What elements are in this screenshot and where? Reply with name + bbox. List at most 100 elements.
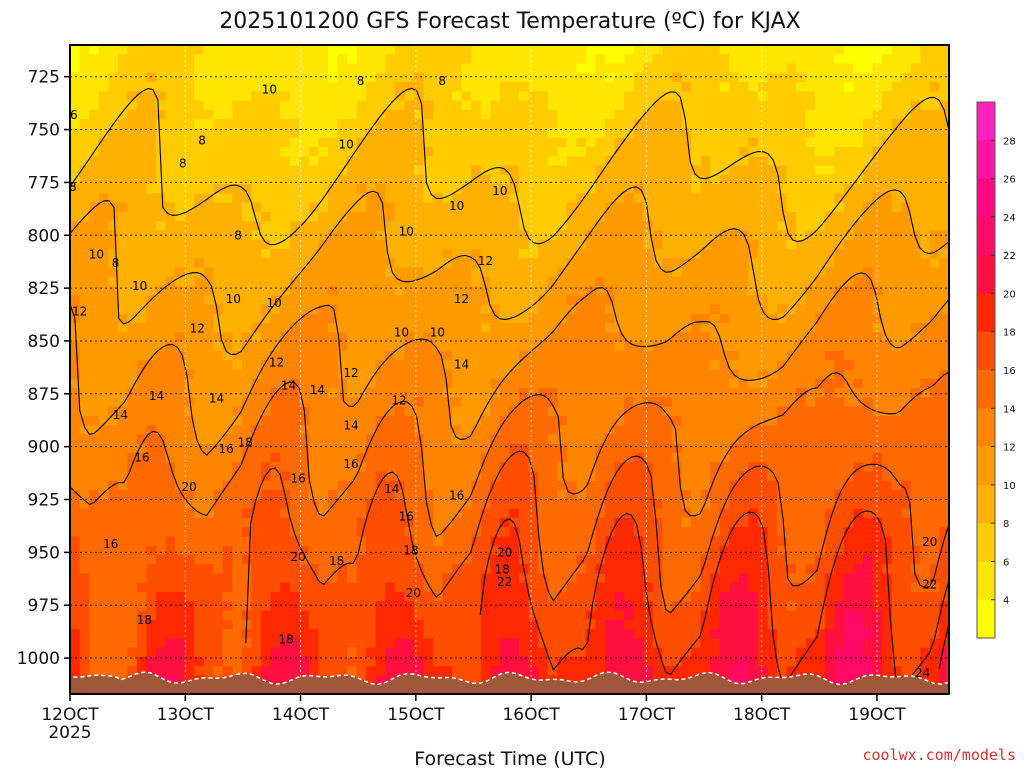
temp-cell: [528, 202, 539, 213]
temp-cell: [691, 174, 702, 185]
temp-cell: [270, 638, 281, 649]
temp-cell: [194, 156, 205, 167]
temp-cell: [270, 286, 281, 296]
temp-cell: [614, 91, 625, 102]
temp-cell: [681, 573, 692, 584]
temp-cell: [337, 147, 348, 157]
temp-cell: [710, 656, 721, 667]
temp-cell: [337, 554, 348, 565]
temp-cell: [719, 369, 730, 380]
temp-cell: [576, 276, 587, 287]
temp-cell: [213, 508, 224, 519]
temp-cell: [117, 119, 128, 130]
temp-cell: [748, 72, 759, 83]
temp-cell: [576, 174, 587, 185]
temp-cell: [423, 128, 434, 139]
temp-cell: [289, 239, 300, 250]
temp-cell: [318, 452, 329, 463]
temp-cell: [576, 592, 587, 602]
temp-cell: [289, 109, 300, 120]
temp-cell: [251, 249, 262, 259]
temp-cell: [662, 304, 673, 315]
temp-cell: [519, 388, 530, 398]
temp-cell: [299, 267, 310, 278]
temp-cell: [89, 165, 100, 176]
temp-cell: [452, 147, 463, 157]
temp-cell: [232, 666, 243, 677]
temp-cell: [156, 434, 167, 445]
temp-cell: [499, 452, 511, 463]
temp-cell: [490, 656, 501, 667]
temp-cell: [213, 601, 224, 612]
temp-cell: [738, 128, 749, 139]
temp-cell: [442, 323, 453, 333]
temp-cell: [585, 499, 597, 510]
temp-cell: [289, 573, 300, 584]
temp-cell: [423, 517, 434, 528]
temp-cell: [557, 119, 568, 130]
temp-cell: [557, 63, 568, 74]
temp-cell: [538, 137, 549, 148]
temp-cell: [671, 276, 683, 287]
temp-cell: [423, 406, 434, 417]
temp-cell: [748, 174, 759, 185]
temp-cell: [442, 119, 453, 130]
temp-cell: [251, 156, 262, 167]
temp-cell: [222, 452, 234, 463]
temp-cell: [490, 452, 501, 463]
temp-cell: [117, 406, 128, 417]
temp-cell: [738, 452, 749, 463]
temp-cell: [184, 443, 195, 454]
temp-cell: [595, 72, 606, 83]
temp-cell: [308, 397, 320, 408]
temp-cell: [461, 100, 472, 111]
temp-cell: [375, 619, 386, 630]
temp-cell: [289, 332, 300, 343]
temp-cell: [738, 341, 749, 352]
temp-cell: [385, 471, 396, 482]
temp-cell: [175, 527, 186, 537]
temp-cell: [136, 517, 148, 528]
temp-cell: [719, 573, 730, 584]
temp-cell: [175, 480, 186, 491]
temp-cell: [146, 638, 157, 649]
temp-cell: [213, 45, 224, 55]
temp-cell: [213, 91, 224, 102]
temp-cell: [414, 45, 425, 55]
temp-cell: [490, 443, 501, 454]
temp-cell: [136, 582, 148, 593]
temp-cell: [452, 313, 463, 324]
temp-cell: [213, 369, 224, 380]
temp-cell: [528, 545, 539, 556]
temp-cell: [337, 656, 348, 667]
temp-cell: [566, 100, 577, 111]
temp-cell: [232, 592, 243, 602]
temp-cell: [117, 304, 128, 315]
temp-cell: [576, 610, 587, 621]
temp-cell: [194, 480, 205, 491]
temp-cell: [328, 332, 339, 343]
temp-cell: [547, 230, 558, 241]
temp-cell: [146, 45, 157, 55]
temp-cell: [710, 100, 721, 111]
temp-cell: [347, 239, 358, 250]
temp-cell: [738, 610, 749, 621]
temp-cell: [318, 415, 329, 426]
temp-cell: [605, 137, 616, 148]
temp-cell: [547, 647, 558, 658]
temp-cell: [414, 434, 425, 445]
temp-cell: [566, 91, 577, 102]
temp-cell: [337, 406, 348, 417]
temp-cell: [452, 137, 463, 148]
temp-cell: [528, 434, 539, 445]
temp-cell: [605, 443, 616, 454]
temp-cell: [576, 462, 587, 473]
temp-cell: [624, 499, 635, 510]
temp-cell: [633, 267, 644, 278]
temp-cell: [108, 156, 119, 167]
temp-cell: [156, 443, 167, 454]
temp-cell: [194, 536, 205, 547]
temp-cell: [203, 415, 214, 426]
temp-cell: [308, 425, 320, 435]
temp-cell: [394, 304, 405, 315]
